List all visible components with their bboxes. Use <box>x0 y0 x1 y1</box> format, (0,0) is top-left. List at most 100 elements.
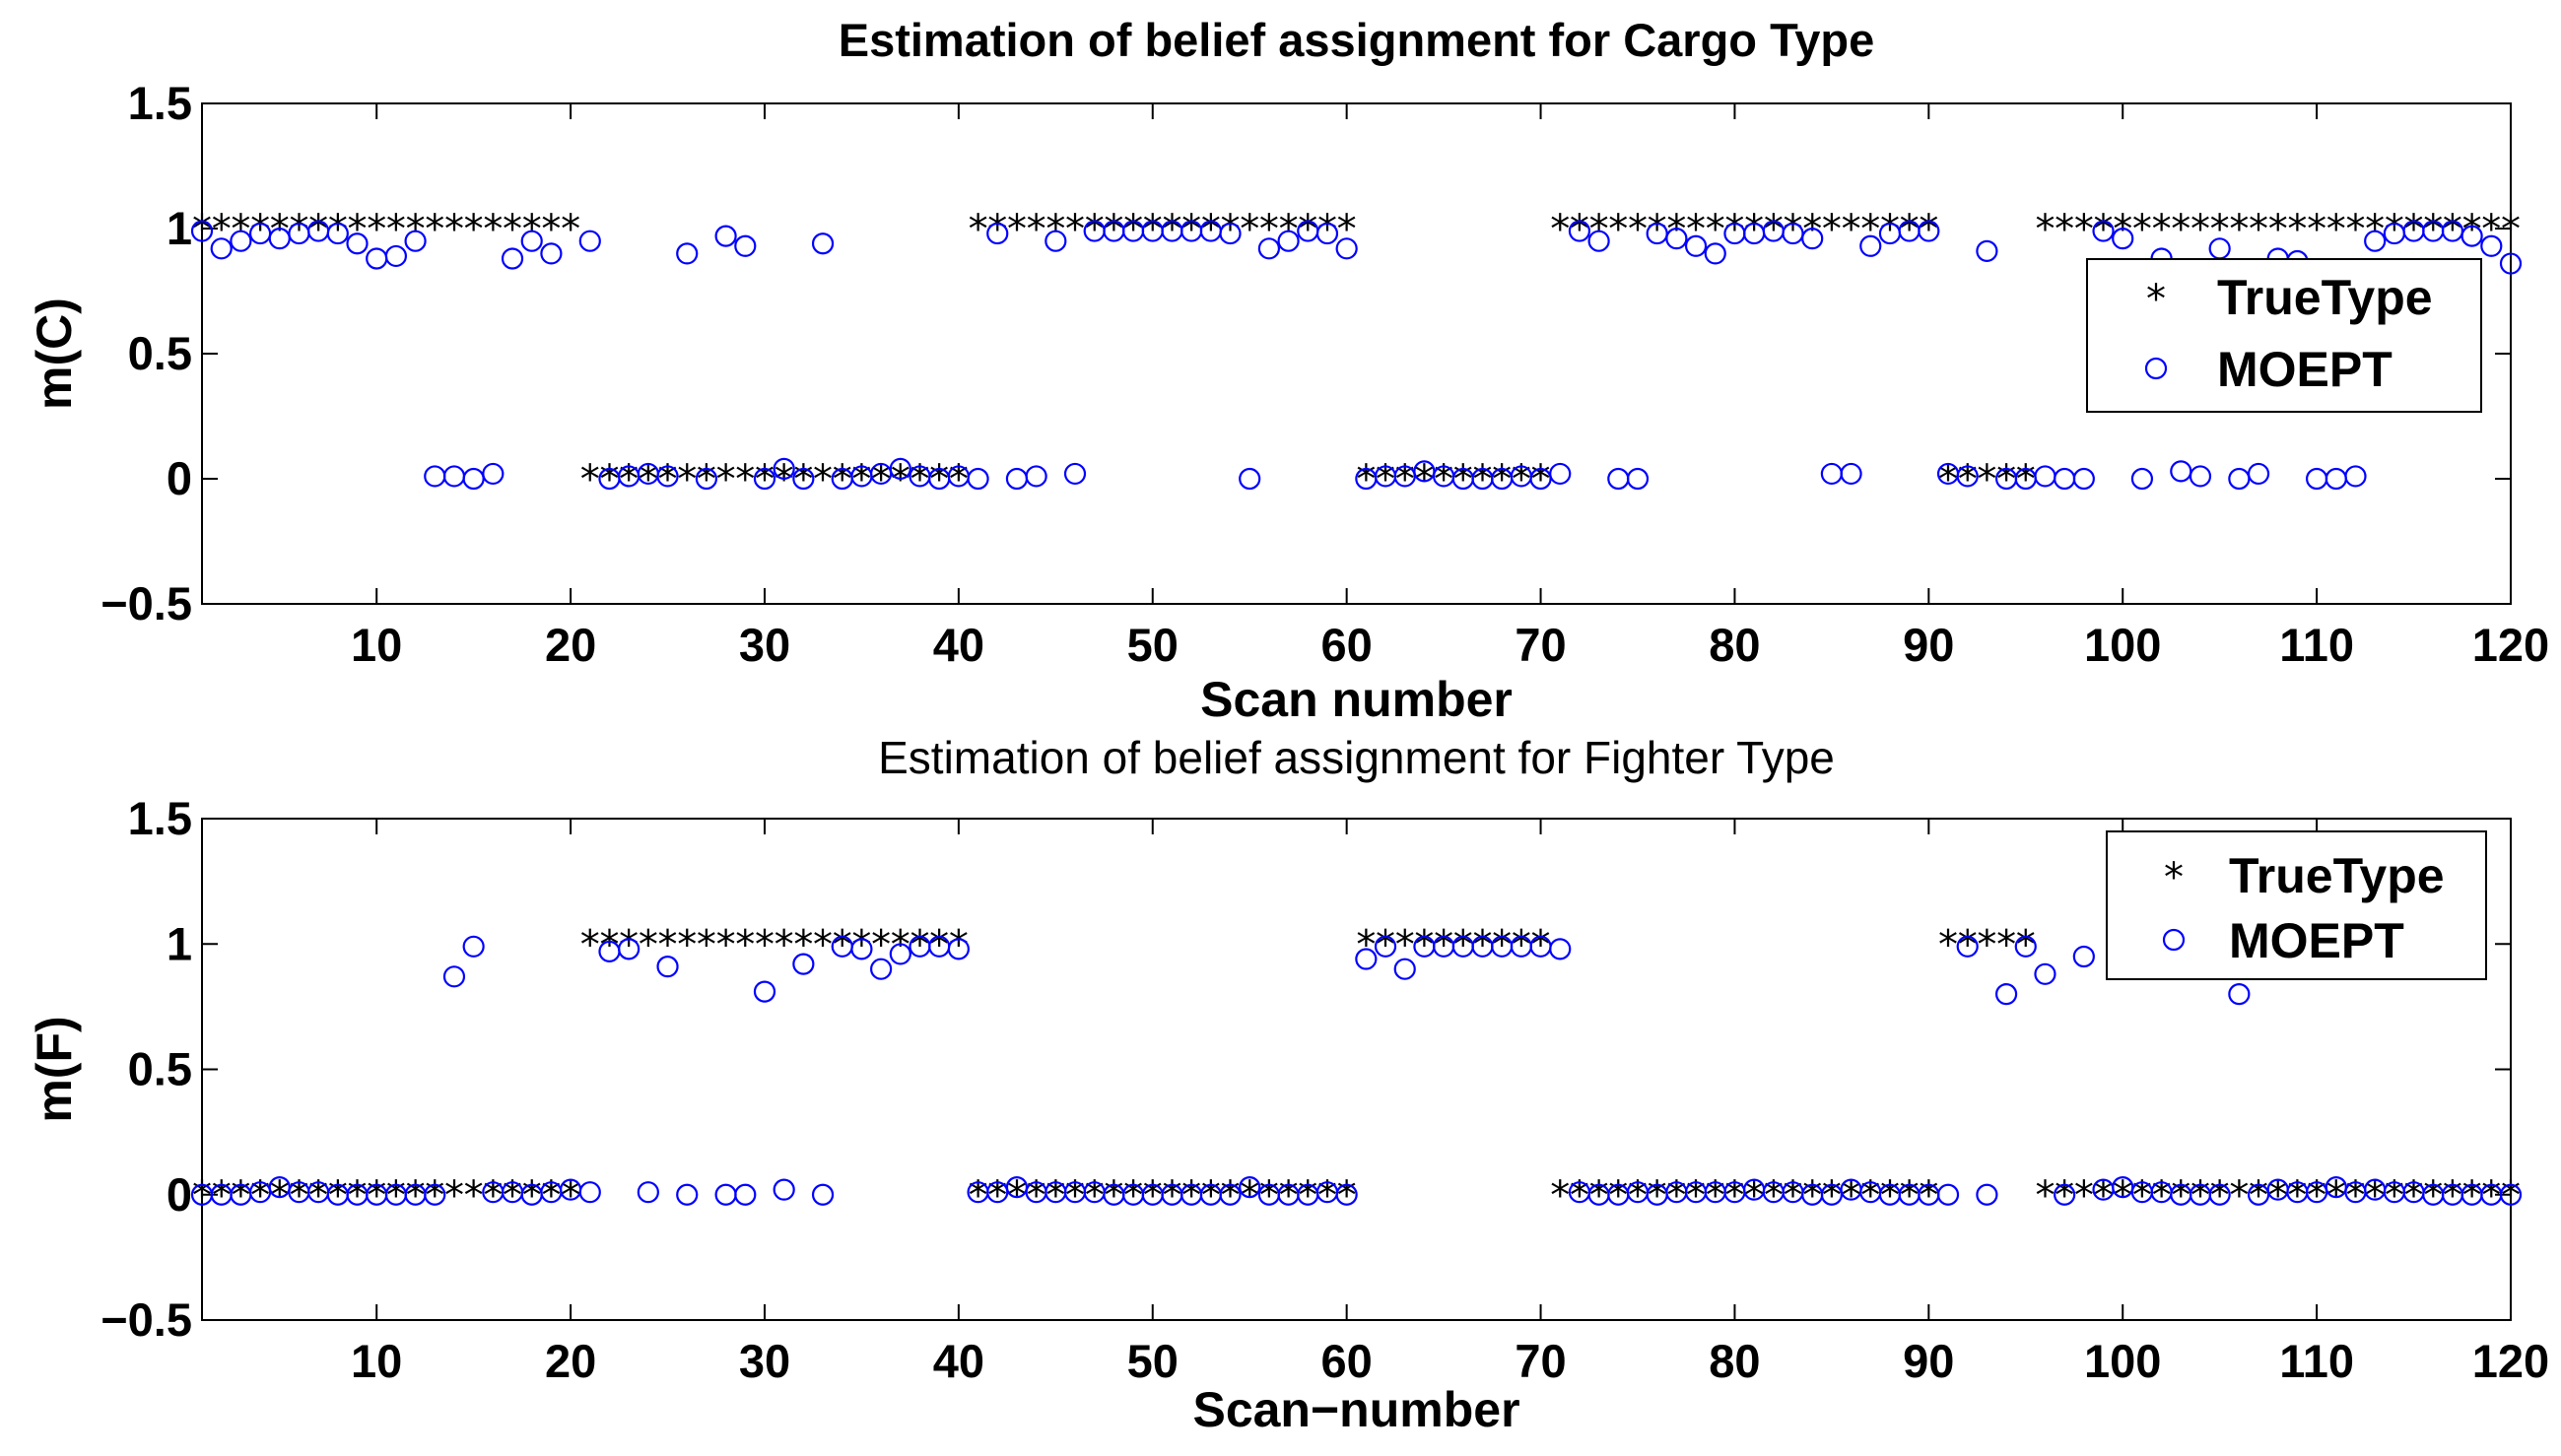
data-point-asterisk: * <box>1531 922 1551 967</box>
data-point-asterisk: * <box>1958 457 1978 502</box>
data-point-asterisk: * <box>2326 1173 2346 1219</box>
data-point-asterisk: * <box>1104 207 1123 252</box>
data-point-asterisk: * <box>2132 1173 2152 1219</box>
data-point-circle <box>346 232 369 255</box>
data-point-asterisk: * <box>348 1173 368 1219</box>
data-point-asterisk: * <box>541 207 561 252</box>
data-point-asterisk: * <box>2074 207 2094 252</box>
data-point-asterisk: * <box>969 207 988 252</box>
data-point-circle <box>656 956 679 978</box>
fighter-chart: Estimation of belief assignment for Figh… <box>27 732 2549 1437</box>
data-point-asterisk: * <box>2210 207 2230 252</box>
data-point-asterisk: * <box>2345 207 2365 252</box>
data-point-asterisk: * <box>2268 207 2288 252</box>
data-point-circle <box>230 230 252 252</box>
data-point-asterisk: * <box>1181 207 1201 252</box>
data-point-circle <box>1665 228 1688 250</box>
data-point-asterisk: * <box>483 1173 503 1219</box>
data-point-asterisk: * <box>2287 1173 2307 1219</box>
data-point-asterisk: * <box>1376 457 1395 502</box>
data-point-circle <box>2228 983 2251 1006</box>
data-point-asterisk: * <box>1337 207 1357 252</box>
data-point-asterisk: * <box>2094 1173 2114 1219</box>
data-point-asterisk: * <box>2016 457 2036 502</box>
data-point-circle <box>404 230 427 252</box>
data-point-asterisk: * <box>1298 1173 1317 1219</box>
x-tick-label: 90 <box>1903 619 1954 671</box>
data-point-asterisk: * <box>851 457 871 502</box>
data-point-asterisk: * <box>1298 207 1317 252</box>
data-point-circle <box>1956 465 1979 488</box>
data-point-circle <box>2208 1183 2231 1206</box>
legend-box <box>2086 258 2482 413</box>
data-point-asterisk: * <box>2132 207 2152 252</box>
data-point-asterisk: * <box>1414 922 1434 967</box>
data-point-asterisk: * <box>871 922 891 967</box>
data-point-circle <box>676 1183 699 1206</box>
data-point-asterisk: * <box>1860 1173 1880 1219</box>
x-tick-label: 120 <box>2472 619 2549 671</box>
data-point-circle <box>1936 1183 1960 1206</box>
data-point-circle <box>424 1183 446 1206</box>
data-point-asterisk: * <box>1007 1173 1027 1219</box>
data-point-asterisk: * <box>406 207 426 252</box>
y-tick-label: −0.5 <box>101 1293 192 1346</box>
data-point-asterisk: * <box>2171 207 2190 252</box>
data-point-asterisk: * <box>1007 207 1027 252</box>
data-point-asterisk: * <box>289 207 308 252</box>
y-tick-label: 0.5 <box>128 1043 192 1095</box>
data-point-asterisk: * <box>1938 457 1958 502</box>
data-point-asterisk: * <box>1065 207 1085 252</box>
data-point-asterisk: * <box>2307 1173 2326 1219</box>
data-point-asterisk: * <box>250 1173 270 1219</box>
x-tick-label: 90 <box>1903 1335 1954 1387</box>
data-point-asterisk: * <box>1395 922 1415 967</box>
data-point-asterisk: * <box>1880 207 1900 252</box>
data-point-circle <box>2072 945 2095 968</box>
data-point-asterisk: * <box>386 207 406 252</box>
data-point-asterisk: * <box>2423 1173 2443 1219</box>
data-point-circle <box>2072 467 2095 491</box>
data-point-asterisk: * <box>250 207 270 252</box>
legend: * TrueType MOEPT <box>2086 258 2482 413</box>
data-point-asterisk: * <box>386 1173 406 1219</box>
data-point-asterisk: * <box>2094 207 2114 252</box>
data-point-asterisk: * <box>2443 207 2462 252</box>
x-tick-label: 10 <box>351 1335 402 1387</box>
data-point-asterisk: * <box>2152 1173 2172 1219</box>
data-point-circle <box>637 1181 659 1204</box>
data-point-asterisk: * <box>1512 922 1531 967</box>
data-point-asterisk: * <box>1860 207 1880 252</box>
legend-marker-circle <box>2162 928 2186 952</box>
data-point-asterisk: * <box>1724 1173 1744 1219</box>
data-point-circle <box>753 467 776 491</box>
data-point-asterisk: * <box>1201 1173 1221 1219</box>
data-point-asterisk: * <box>231 207 250 252</box>
legend: * TrueType MOEPT <box>2106 830 2487 980</box>
data-point-asterisk: * <box>1201 207 1221 252</box>
data-point-circle <box>773 457 795 480</box>
data-point-circle <box>1918 220 1940 242</box>
data-point-asterisk: * <box>1356 457 1376 502</box>
data-point-asterisk: * <box>1686 207 1706 252</box>
data-point-asterisk: * <box>2423 207 2443 252</box>
data-point-circle <box>734 234 757 257</box>
data-point-asterisk: * <box>1648 1173 1667 1219</box>
data-point-circle <box>2460 225 2483 247</box>
x-tick-label: 100 <box>2084 619 2161 671</box>
x-tick-label: 100 <box>2084 1335 2161 1387</box>
data-point-circle <box>2034 962 2056 985</box>
data-point-asterisk: * <box>1764 1173 1784 1219</box>
data-point-asterisk: * <box>619 922 639 967</box>
data-point-asterisk: * <box>192 207 212 252</box>
data-point-circle <box>482 462 505 486</box>
data-point-asterisk: * <box>1744 207 1764 252</box>
data-point-circle <box>618 938 640 960</box>
data-point-asterisk: * <box>639 457 658 502</box>
data-point-asterisk: * <box>1996 457 2016 502</box>
data-point-asterisk: * <box>949 922 969 967</box>
data-point-asterisk: * <box>212 207 232 252</box>
chart-title: Estimation of belief assignment for Figh… <box>878 732 1835 783</box>
data-point-asterisk: * <box>833 922 852 967</box>
data-point-circle <box>792 953 815 975</box>
